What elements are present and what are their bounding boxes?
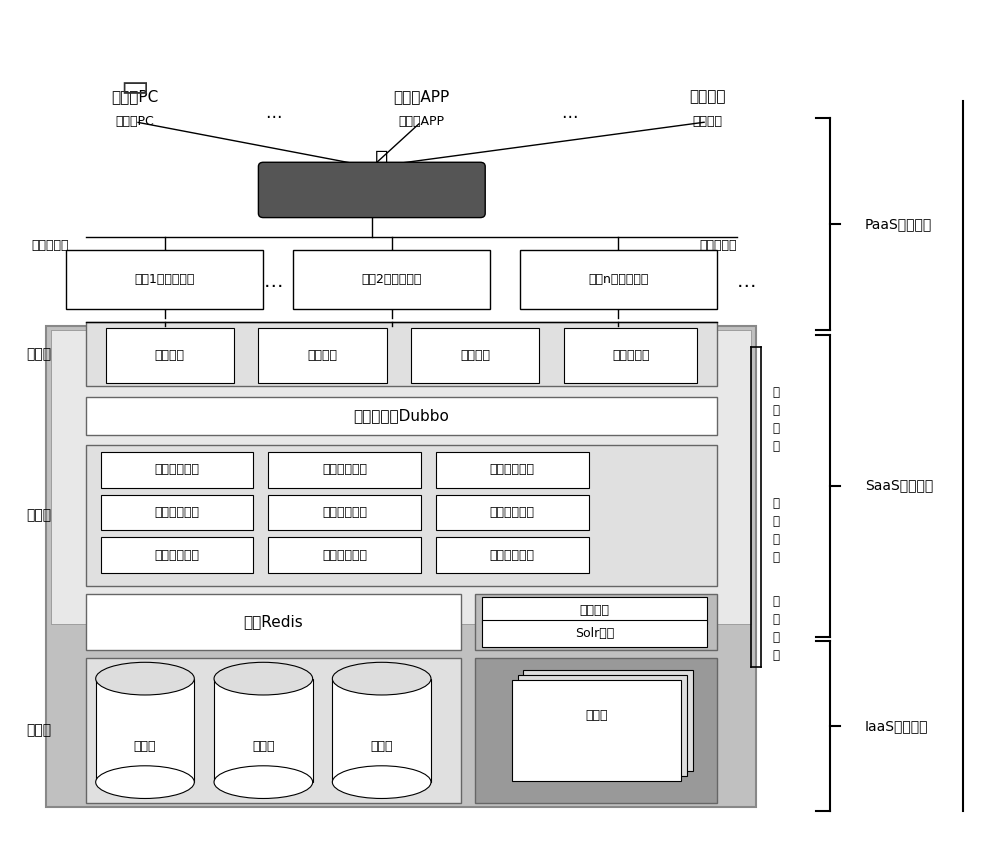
Text: 索引库: 索引库 [585, 708, 607, 721]
FancyBboxPatch shape [106, 328, 234, 383]
Text: 前后台管理: 前后台管理 [612, 349, 649, 362]
Text: 数据库: 数据库 [252, 740, 275, 753]
Text: 服务中间件Dubbo: 服务中间件Dubbo [353, 408, 449, 423]
FancyBboxPatch shape [512, 680, 681, 781]
FancyBboxPatch shape [268, 537, 421, 573]
FancyBboxPatch shape [436, 495, 589, 530]
FancyBboxPatch shape [66, 249, 263, 309]
FancyBboxPatch shape [101, 537, 253, 573]
Text: …: … [265, 105, 281, 122]
FancyBboxPatch shape [101, 495, 253, 530]
Text: 客户端APP: 客户端APP [393, 89, 449, 104]
Ellipse shape [96, 663, 194, 695]
Text: 业务应用: 业务应用 [460, 349, 490, 362]
FancyBboxPatch shape [268, 495, 421, 530]
Text: ▭: ▭ [121, 74, 150, 102]
Text: 远程报送服务: 远程报送服务 [490, 548, 535, 561]
Text: 数据库: 数据库 [370, 740, 393, 753]
Text: 数据管理服务: 数据管理服务 [322, 506, 367, 519]
Text: 搜索系统: 搜索系统 [308, 349, 338, 362]
Text: 应用服务器: 应用服务器 [699, 239, 737, 252]
FancyBboxPatch shape [96, 679, 194, 782]
Text: 数据分析服务: 数据分析服务 [322, 464, 367, 477]
Text: 客户端PC: 客户端PC [112, 89, 159, 104]
Text: SaaS软件服务: SaaS软件服务 [865, 478, 933, 493]
Text: 单点登录服务: 单点登录服务 [155, 464, 200, 477]
FancyBboxPatch shape [51, 330, 751, 625]
Text: 存储计算服务: 存储计算服务 [155, 548, 200, 561]
Text: 应用服务器: 应用服务器 [32, 239, 69, 252]
Text: …: … [561, 105, 577, 122]
FancyBboxPatch shape [258, 163, 485, 218]
Text: 企业n：业务应用: 企业n：业务应用 [588, 272, 649, 285]
FancyBboxPatch shape [520, 249, 717, 309]
Text: 🖥: 🖥 [375, 151, 388, 170]
Text: 智能计算服务: 智能计算服务 [155, 506, 200, 519]
Ellipse shape [214, 766, 313, 798]
Text: 设备物联: 设备物联 [689, 89, 725, 104]
Text: …: … [737, 272, 756, 291]
FancyBboxPatch shape [564, 328, 697, 383]
FancyBboxPatch shape [523, 670, 693, 771]
FancyBboxPatch shape [436, 452, 589, 488]
Text: 业
务
中
台: 业 务 中 台 [773, 595, 780, 662]
FancyBboxPatch shape [46, 326, 756, 807]
FancyBboxPatch shape [293, 249, 490, 309]
FancyBboxPatch shape [436, 537, 589, 573]
FancyBboxPatch shape [475, 658, 717, 803]
FancyBboxPatch shape [86, 322, 717, 386]
Text: 服务层: 服务层 [27, 509, 52, 522]
Text: 企业门户: 企业门户 [155, 349, 185, 362]
Text: 客户端APP: 客户端APP [398, 115, 444, 128]
Text: 数
据
中
台: 数 据 中 台 [773, 497, 780, 564]
Text: 企业1：业务应用: 企业1：业务应用 [135, 272, 195, 285]
Text: …: … [263, 272, 283, 291]
FancyBboxPatch shape [101, 452, 253, 488]
Text: 业务分析服务: 业务分析服务 [490, 464, 535, 477]
Ellipse shape [332, 766, 431, 798]
Text: Solr服务: Solr服务 [575, 627, 614, 640]
Text: 设备物联服务: 设备物联服务 [322, 548, 367, 561]
Text: 表现层: 表现层 [27, 347, 52, 361]
Text: IaaS设施服务: IaaS设施服务 [865, 719, 928, 734]
FancyBboxPatch shape [332, 679, 431, 782]
FancyBboxPatch shape [86, 445, 717, 586]
FancyBboxPatch shape [86, 397, 717, 435]
FancyBboxPatch shape [518, 675, 687, 776]
Text: 客户端PC: 客户端PC [116, 115, 155, 128]
FancyBboxPatch shape [482, 597, 707, 624]
Text: 持久层: 持久层 [27, 723, 52, 737]
Ellipse shape [96, 766, 194, 798]
Ellipse shape [214, 663, 313, 695]
Text: 缓存Redis: 缓存Redis [243, 614, 303, 630]
FancyBboxPatch shape [86, 658, 461, 803]
FancyBboxPatch shape [214, 679, 313, 782]
Text: PaaS平台服务: PaaS平台服务 [865, 217, 932, 231]
Text: 数据库: 数据库 [134, 740, 156, 753]
FancyBboxPatch shape [482, 619, 707, 647]
Text: 设备物联: 设备物联 [692, 115, 722, 128]
Text: 企业2：业务应用: 企业2：业务应用 [361, 272, 422, 285]
Text: 图谱与可视化: 图谱与可视化 [490, 506, 535, 519]
FancyBboxPatch shape [268, 452, 421, 488]
FancyBboxPatch shape [86, 594, 461, 650]
FancyBboxPatch shape [411, 328, 539, 383]
FancyBboxPatch shape [475, 594, 717, 650]
Ellipse shape [332, 663, 431, 695]
Text: 技
术
中
台: 技 术 中 台 [773, 387, 780, 453]
Text: 搜索服务: 搜索服务 [580, 604, 610, 617]
FancyBboxPatch shape [258, 328, 387, 383]
